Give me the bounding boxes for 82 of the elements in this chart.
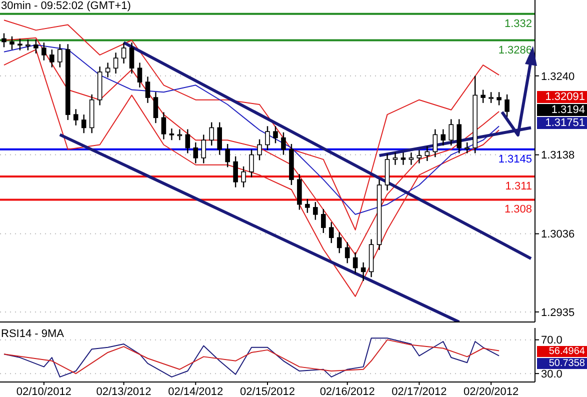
candlestick: [464, 142, 470, 154]
candlestick: [185, 128, 190, 154]
candlestick: [26, 38, 30, 51]
candlestick: [50, 48, 54, 68]
ref-line-label: 1.311: [505, 180, 532, 192]
text: 1.32091: [537, 91, 587, 103]
candlestick: [241, 166, 246, 188]
line-series: [3, 49, 500, 297]
candlestick: [424, 146, 430, 162]
candlestick: [456, 118, 462, 154]
candlestick: [249, 148, 254, 178]
candlestick: [10, 36, 14, 50]
chart-title: 30min - 09:52:02 (GMT+1): [1, 0, 131, 12]
candlestick: [273, 126, 278, 144]
candlestick: [448, 118, 454, 146]
candlestick: [480, 89, 486, 104]
y-tick-label: 30.0: [541, 368, 562, 380]
candlestick: [328, 222, 334, 244]
x-tick-label: 02/17/2012: [392, 386, 447, 397]
candlestick: [281, 132, 286, 156]
candlestick: [440, 128, 446, 146]
candlestick: [145, 76, 150, 104]
candlestick: [209, 122, 214, 146]
candlestick: [81, 114, 86, 134]
x-tick-label: 02/10/2012: [16, 386, 72, 397]
candlestick: [504, 94, 510, 118]
candlestick: [18, 38, 22, 51]
candlestick: [34, 38, 38, 54]
ref-line-label: 1.308: [504, 204, 532, 216]
x-tick-label: 02/16/2012: [320, 386, 375, 397]
candlestick: [400, 152, 406, 166]
candlestick: [225, 143, 230, 168]
chart-title: RSI14 - 9MA: [1, 328, 64, 340]
text: 50.7358: [537, 358, 587, 369]
candlestick: [352, 252, 358, 274]
y-tick-label: 1.3036: [541, 228, 575, 241]
candlestick: [265, 126, 270, 151]
candlestick: [408, 152, 414, 166]
candlestick: [416, 150, 422, 164]
candlestick: [129, 42, 134, 74]
candlestick: [73, 108, 78, 126]
candlestick: [320, 208, 326, 234]
candlestick: [344, 242, 350, 264]
candlestick: [105, 62, 110, 78]
candlestick: [201, 134, 206, 164]
text: 56.4964: [537, 346, 587, 357]
candlestick: [217, 122, 222, 156]
ref-line-label: 1.332: [504, 18, 532, 30]
x-tick-label: 02/14/2012: [168, 386, 224, 397]
y-tick-label: 1.3240: [541, 70, 575, 83]
line-series: [3, 44, 500, 215]
x-tick-label: 02/20/2012: [464, 386, 519, 397]
candlestick: [336, 232, 342, 254]
y-tick-label: 1.2935: [541, 306, 575, 319]
candlestick: [137, 62, 142, 88]
candlestick: [57, 44, 62, 68]
candlestick: [169, 128, 174, 141]
text: 1.31751: [537, 117, 587, 129]
candlestick: [113, 52, 118, 74]
candlestick: [360, 262, 366, 282]
candlestick: [233, 156, 238, 188]
candlestick: [257, 138, 262, 161]
candlestick: [193, 142, 198, 164]
candlestick: [121, 42, 126, 64]
ref-line-label: 1.3286: [498, 44, 532, 56]
y-tick-label: 1.3138: [541, 150, 575, 162]
candlestick: [313, 201, 318, 220]
y-tick-label: 70.0: [541, 334, 562, 347]
ref-line-label: 1.3145: [498, 153, 532, 166]
x-tick-label: 02/15/2012: [240, 386, 296, 397]
candlestick: [161, 112, 166, 140]
candlestick: [42, 42, 46, 61]
candlestick: [496, 92, 502, 106]
candlestick: [153, 92, 158, 124]
candlestick: [432, 128, 438, 158]
candlestick: [305, 198, 310, 214]
text: 1.3194: [537, 104, 587, 116]
line-series: [3, 20, 500, 230]
x-tick-label: 02/13/2012: [96, 386, 152, 397]
candlestick: [488, 92, 494, 104]
candlestick: [392, 152, 398, 166]
candlestick: [2, 32, 6, 48]
